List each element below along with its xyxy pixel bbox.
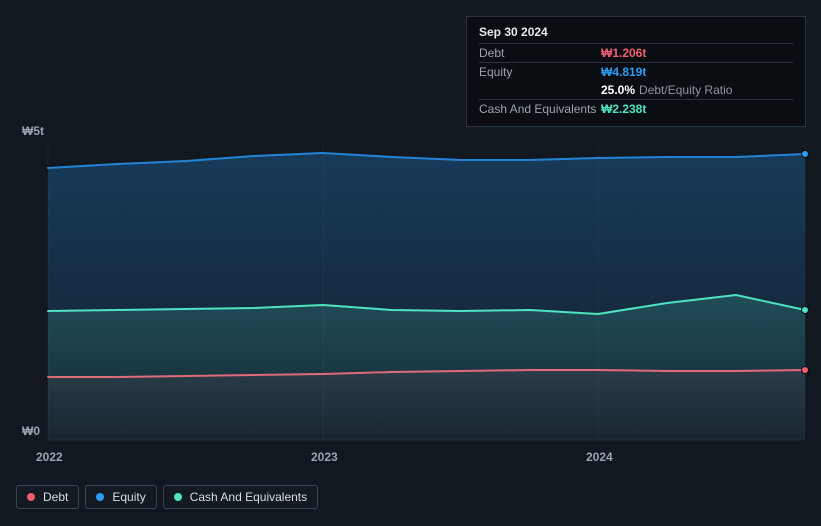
y-tick-label-0: ₩0 bbox=[22, 424, 40, 438]
x-tick-label-2023: 2023 bbox=[311, 450, 338, 464]
legend-dot-icon bbox=[174, 493, 182, 501]
tooltip-row-cash: Cash And Equivalents ₩2.238t bbox=[479, 99, 793, 118]
tooltip-row-ratio: 25.0% Debt/Equity Ratio bbox=[479, 81, 793, 99]
legend-label: Equity bbox=[112, 490, 145, 504]
chart-tooltip: Sep 30 2024 Debt ₩1.206t Equity ₩4.819t … bbox=[466, 16, 806, 127]
legend-item-cash[interactable]: Cash And Equivalents bbox=[163, 485, 318, 509]
chart-legend: Debt Equity Cash And Equivalents bbox=[16, 485, 318, 509]
tooltip-row-equity: Equity ₩4.819t bbox=[479, 62, 793, 81]
tooltip-value: ₩2.238t bbox=[601, 102, 646, 116]
legend-item-debt[interactable]: Debt bbox=[16, 485, 79, 509]
debt-equity-chart: ₩5t ₩0 2022 2023 2024 Sep 30 2024 Debt ₩… bbox=[0, 0, 821, 526]
tooltip-value: ₩4.819t bbox=[601, 65, 646, 79]
chart-areas bbox=[48, 153, 805, 440]
tooltip-value: ₩1.206t bbox=[601, 46, 646, 60]
legend-dot-icon bbox=[27, 493, 35, 501]
legend-label: Cash And Equivalents bbox=[190, 490, 307, 504]
x-tick-label-2024: 2024 bbox=[586, 450, 613, 464]
x-tick-label-2022: 2022 bbox=[36, 450, 63, 464]
tooltip-value: 25.0% bbox=[601, 83, 635, 97]
legend-label: Debt bbox=[43, 490, 68, 504]
tooltip-label: Debt bbox=[479, 46, 601, 60]
tooltip-value-suffix: Debt/Equity Ratio bbox=[639, 83, 732, 97]
y-tick-label-5t: ₩5t bbox=[22, 124, 44, 138]
legend-item-equity[interactable]: Equity bbox=[85, 485, 156, 509]
tooltip-row-debt: Debt ₩1.206t bbox=[479, 43, 793, 62]
tooltip-label: Equity bbox=[479, 65, 601, 79]
tooltip-label: Cash And Equivalents bbox=[479, 102, 601, 116]
legend-dot-icon bbox=[96, 493, 104, 501]
tooltip-date: Sep 30 2024 bbox=[479, 25, 793, 39]
